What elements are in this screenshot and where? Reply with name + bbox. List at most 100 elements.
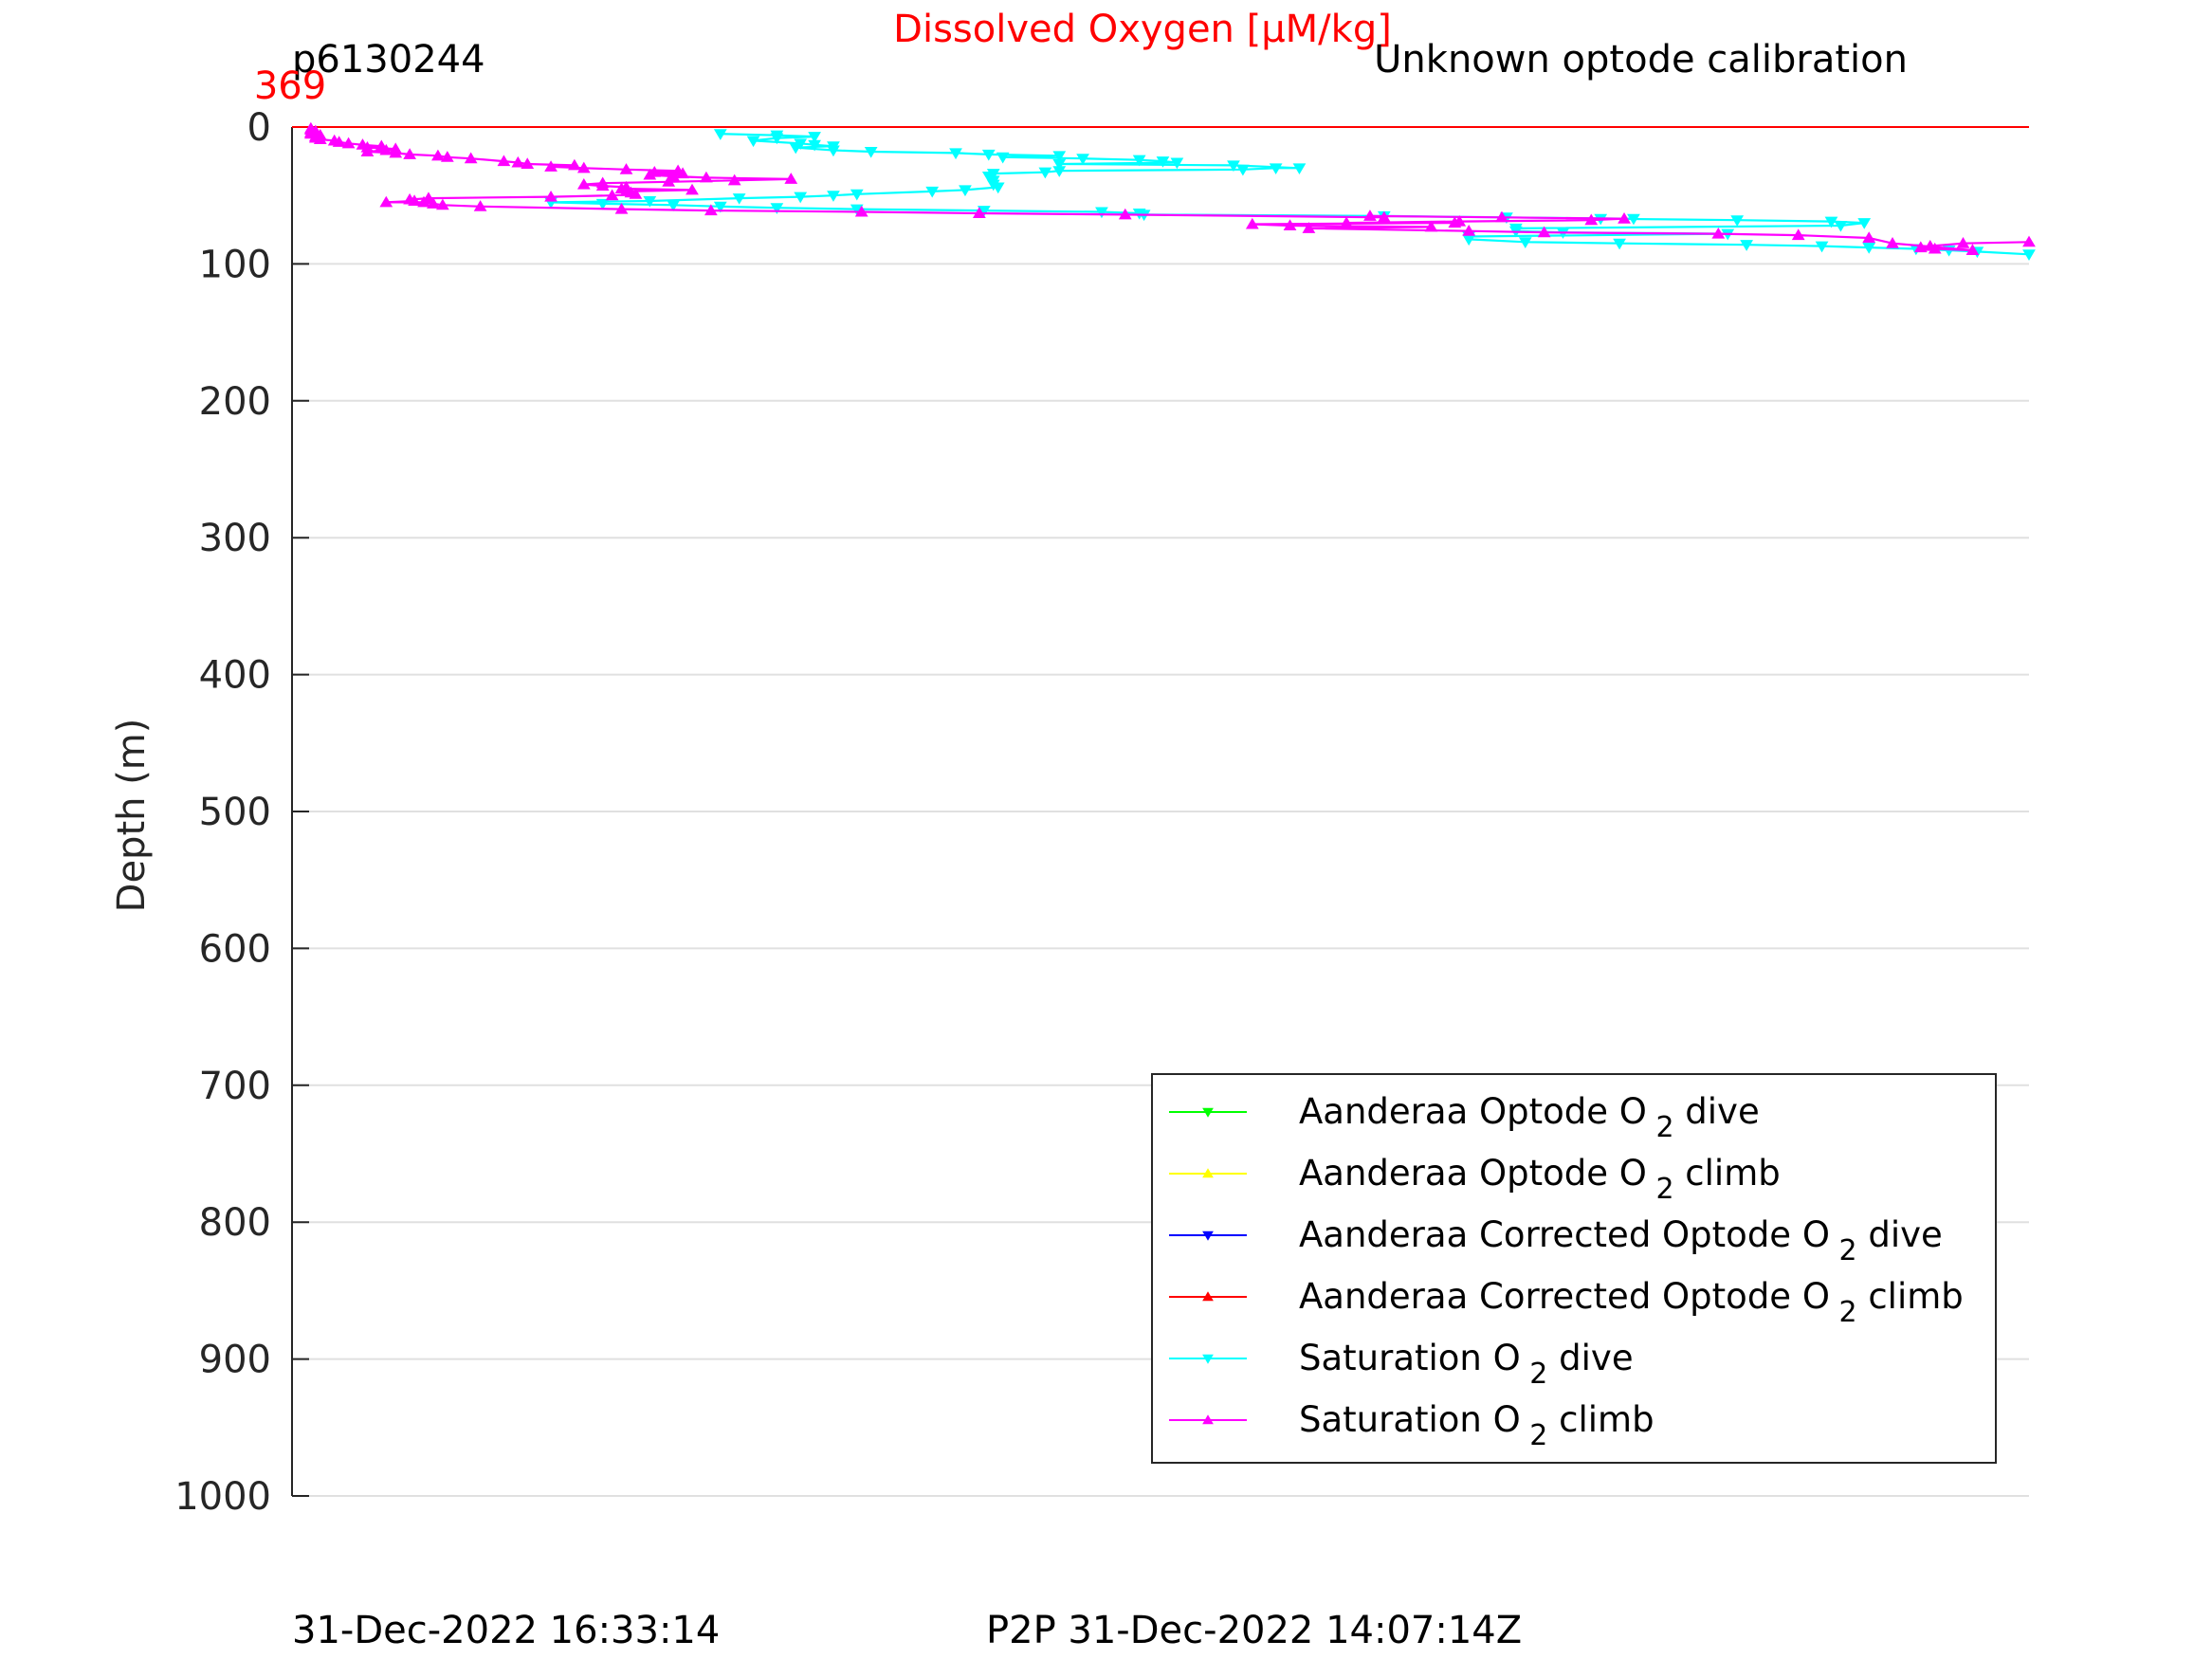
legend-swatch-marker bbox=[1202, 1107, 1214, 1118]
legend-entry-name: Saturation O bbox=[1299, 1338, 1521, 1378]
y-tick-label: 100 bbox=[199, 243, 271, 286]
data-point bbox=[770, 133, 784, 145]
legend-box bbox=[1151, 1073, 1997, 1464]
y-tick-label: 1000 bbox=[174, 1475, 271, 1519]
data-point bbox=[1862, 231, 1876, 243]
data-point bbox=[403, 148, 416, 159]
data-point bbox=[1613, 238, 1626, 250]
data-point bbox=[1283, 219, 1297, 230]
data-point bbox=[1302, 222, 1316, 233]
data-point bbox=[1052, 158, 1067, 171]
data-point bbox=[1824, 216, 1838, 228]
data-point bbox=[713, 201, 727, 213]
data-point bbox=[959, 185, 972, 197]
data-point bbox=[1118, 208, 1132, 220]
legend-swatch-marker bbox=[1202, 1354, 1214, 1364]
data-point bbox=[789, 142, 803, 155]
float-id-label: p6130244 bbox=[292, 38, 485, 82]
data-point bbox=[686, 183, 699, 195]
legend-entry-label: Saturation O 2 dive bbox=[1299, 1338, 1634, 1391]
series-sat_climb bbox=[303, 121, 2036, 255]
data-point bbox=[427, 197, 440, 209]
legend-entry-subscript: 2 bbox=[1647, 1173, 1674, 1206]
data-point bbox=[925, 186, 940, 198]
data-point bbox=[619, 163, 633, 174]
y-tick-label: 600 bbox=[199, 927, 271, 971]
data-point bbox=[1095, 207, 1108, 219]
data-point bbox=[671, 164, 685, 176]
legend-swatch-marker bbox=[1202, 1291, 1214, 1302]
y-tick-label: 0 bbox=[247, 106, 271, 150]
data-point bbox=[1132, 155, 1146, 167]
legend-entry-name: Aanderaa Optode O bbox=[1299, 1153, 1647, 1194]
legend-entry-name: Aanderaa Optode O bbox=[1299, 1091, 1647, 1132]
data-point bbox=[1227, 160, 1240, 173]
data-point bbox=[1052, 151, 1067, 163]
data-point bbox=[704, 204, 718, 216]
data-point bbox=[440, 151, 454, 162]
data-point bbox=[2022, 249, 2036, 261]
data-point bbox=[1236, 164, 1250, 176]
y-axis: 0 100 200 300 400 500 600 700 800 900 1000 bbox=[174, 106, 309, 1519]
footer-timestamp: 31-Dec-2022 16:33:14 bbox=[292, 1609, 720, 1652]
data-point bbox=[568, 158, 581, 171]
y-tick-label: 900 bbox=[199, 1339, 271, 1382]
data-point bbox=[1584, 213, 1599, 226]
footer-p2p-timestamp: P2P 31-Dec-2022 14:07:14Z bbox=[986, 1609, 1522, 1652]
data-point bbox=[864, 146, 878, 158]
data-point bbox=[1965, 244, 1980, 255]
y-tick-label: 700 bbox=[199, 1065, 271, 1108]
data-point bbox=[422, 191, 435, 204]
data-point bbox=[667, 170, 681, 181]
data-point bbox=[1815, 241, 1829, 253]
data-point bbox=[1791, 228, 1805, 241]
data-point bbox=[431, 149, 445, 161]
data-point bbox=[2022, 235, 2036, 247]
legend-entry-label: Aanderaa Optode O 2 climb bbox=[1299, 1153, 1781, 1206]
legend-swatch-marker bbox=[1202, 1414, 1214, 1425]
data-point bbox=[1518, 237, 1532, 248]
y-tick-label: 300 bbox=[199, 517, 271, 560]
legend-entry-suffix: dive bbox=[1547, 1338, 1633, 1378]
data-point bbox=[1913, 241, 1928, 253]
data-point bbox=[1862, 243, 1876, 254]
data-point bbox=[949, 148, 962, 160]
data-point bbox=[341, 137, 356, 149]
y-tick-label: 500 bbox=[199, 791, 271, 834]
legend-entry-label: Aanderaa Corrected Optode O 2 climb bbox=[1299, 1276, 1964, 1329]
data-point bbox=[746, 136, 760, 148]
data-point bbox=[1956, 237, 1970, 248]
data-point bbox=[1495, 210, 1508, 223]
data-point bbox=[1462, 225, 1476, 236]
data-point bbox=[1269, 163, 1283, 175]
data-point bbox=[614, 202, 629, 214]
data-point bbox=[576, 177, 591, 190]
data-point bbox=[991, 182, 1005, 194]
data-point bbox=[727, 173, 741, 186]
data-point bbox=[732, 193, 746, 205]
data-point bbox=[972, 207, 986, 218]
data-point bbox=[667, 200, 681, 211]
legend-swatch-marker bbox=[1202, 1231, 1214, 1241]
data-point bbox=[784, 173, 798, 184]
data-point bbox=[1170, 157, 1184, 170]
data-point bbox=[303, 121, 318, 134]
data-point bbox=[1292, 163, 1307, 175]
data-point bbox=[1038, 167, 1052, 179]
data-point bbox=[643, 195, 657, 208]
data-point bbox=[595, 198, 610, 210]
data-point bbox=[1627, 213, 1640, 226]
legend-entry-name: Aanderaa Corrected Optode O bbox=[1299, 1214, 1830, 1255]
data-point bbox=[1834, 220, 1848, 232]
data-point bbox=[770, 203, 784, 214]
legend-entry-suffix: climb bbox=[1547, 1399, 1654, 1440]
data-point bbox=[511, 155, 525, 168]
data-point bbox=[327, 134, 341, 146]
data-point bbox=[1156, 156, 1170, 168]
data-point bbox=[1886, 237, 1899, 248]
legend-entry-name: Aanderaa Corrected Optode O bbox=[1299, 1276, 1830, 1317]
legend-entry-suffix: climb bbox=[1674, 1153, 1781, 1194]
chart-title: Dissolved Oxygen [μM/kg] bbox=[893, 8, 1392, 51]
data-point bbox=[1052, 166, 1067, 177]
data-point bbox=[1340, 216, 1353, 228]
